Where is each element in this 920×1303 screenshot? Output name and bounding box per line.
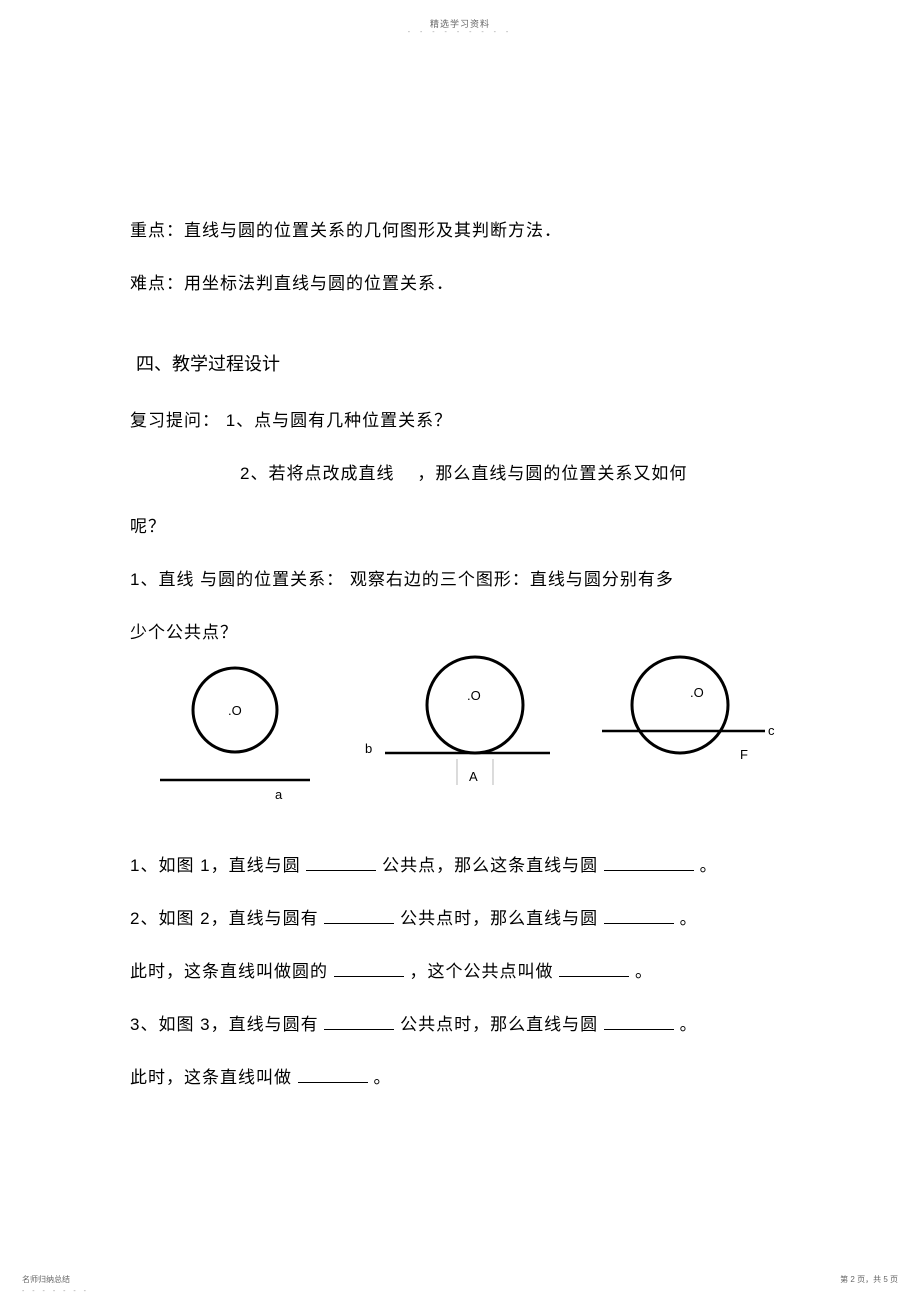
observe-line1: 1、直线 与圆的位置关系： 观察右边的三个图形：直线与圆分别有多 [130, 571, 790, 588]
review-q1: 复习提问： 1、点与圆有几种位置关系？ [130, 412, 790, 429]
period-2c: 。 [635, 962, 653, 981]
center-o-3: .O [690, 685, 704, 700]
q2c-a: 此时，这条直线叫做圆的 [130, 962, 334, 981]
center-o-1: .O [228, 703, 242, 718]
blank-1b [604, 857, 694, 871]
fill-q4: 此时，这条直线叫做 。 [130, 1069, 790, 1086]
period-1: 。 [700, 856, 718, 875]
blank-1a [306, 857, 376, 871]
q3-a: 3、如图 3，直线与圆有 [130, 1015, 324, 1034]
circle-secant-svg [580, 655, 790, 805]
blank-2d [559, 963, 629, 977]
fill-q2: 2、如图 2，直线与圆有 公共点时，那么直线与圆 。 [130, 910, 790, 927]
footer-prefix: 第 [840, 1275, 850, 1284]
q2-a: 2、如图 2，直线与圆有 [130, 909, 324, 928]
diagram-2: .O b A [355, 655, 565, 805]
blank-4a [298, 1069, 368, 1083]
fill-q2c: 此时，这条直线叫做圆的 ，这个公共点叫做 。 [130, 963, 790, 980]
label-A: A [469, 769, 478, 784]
blank-2a [324, 910, 394, 924]
review-q2-tail: 呢？ [130, 518, 790, 535]
period-3: 。 [680, 1015, 698, 1034]
difficulty-text: 难点：用坐标法判直线与圆的位置关系． [130, 275, 790, 292]
fill-q3: 3、如图 3，直线与圆有 公共点时，那么直线与圆 。 [130, 1016, 790, 1033]
center-o-2: .O [467, 688, 481, 703]
circle-2 [427, 657, 523, 753]
header-dots: - - - - - - - - - [0, 29, 920, 36]
keypoint-text: 重点：直线与圆的位置关系的几何图形及其判断方法． [130, 222, 790, 239]
observe-line2: 少个公共点？ [130, 624, 790, 641]
label-c: c [768, 723, 775, 738]
footer-suffix: 页 [888, 1275, 898, 1284]
footer-mid: 页，共 [855, 1275, 883, 1284]
q4-a: 此时，这条直线叫做 [130, 1068, 298, 1087]
q1-a: 1、如图 1，直线与圆 [130, 856, 306, 875]
fill-q1: 1、如图 1，直线与圆 公共点，那么这条直线与圆 。 [130, 857, 790, 874]
period-2: 。 [680, 909, 698, 928]
section-heading: 四、教学过程设计 [136, 350, 790, 376]
blank-3a [324, 1016, 394, 1030]
label-F: F [740, 747, 748, 762]
main-content: 重点：直线与圆的位置关系的几何图形及其判断方法． 难点：用坐标法判直线与圆的位置… [130, 222, 790, 1122]
diagram-1: .O a [130, 655, 340, 805]
q2c-b: ，这个公共点叫做 [409, 962, 559, 981]
q2-b: 公共点时，那么直线与圆 [400, 909, 604, 928]
review-q2: 2、若将点改成直线 ，那么直线与圆的位置关系又如何 [240, 465, 790, 482]
circle-tangent-svg [355, 655, 565, 805]
blank-2b [604, 910, 674, 924]
q3-b: 公共点时，那么直线与圆 [400, 1015, 604, 1034]
circle-separate-svg [130, 655, 340, 805]
blank-3b [604, 1016, 674, 1030]
period-4: 。 [373, 1068, 391, 1087]
footer-right: 第 2 页，共 5 页 [840, 1274, 898, 1285]
q1-b: 公共点，那么这条直线与圆 [382, 856, 604, 875]
diagram-row: .O a .O b A .O c F [130, 655, 790, 805]
diagram-3: .O c F [580, 655, 790, 805]
circle-3 [632, 657, 728, 753]
blank-2c [334, 963, 404, 977]
label-b: b [365, 741, 372, 756]
footer-left: 名师归纳总结 [22, 1274, 70, 1285]
label-a: a [275, 787, 282, 802]
footer-left-dots: - - - - - - - [22, 1288, 89, 1295]
